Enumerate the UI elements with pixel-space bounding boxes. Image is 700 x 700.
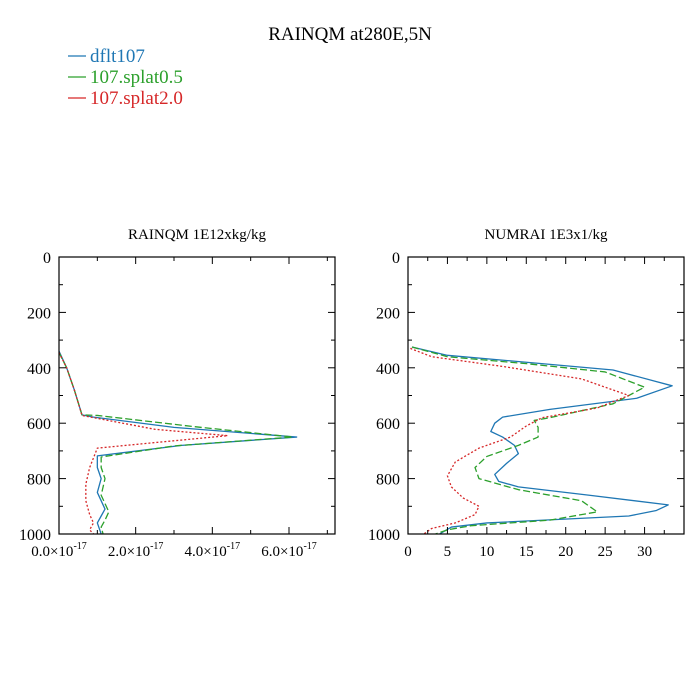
legend-label: 107.splat2.0 (90, 88, 183, 109)
x-tick-label: 25 (598, 544, 613, 560)
chart-title: RAINQM 1E12xkg/kg (128, 227, 266, 243)
legend-label: 107.splat0.5 (90, 67, 183, 88)
y-tick-label: 200 (27, 305, 51, 322)
series-line (59, 350, 298, 534)
series-line (410, 347, 630, 534)
x-tick-label: 0.0×10-17 (31, 541, 87, 560)
y-tick-label: 800 (376, 472, 400, 489)
series-line (411, 346, 673, 534)
y-tick-label: 600 (376, 416, 400, 433)
y-tick-label: 0 (392, 250, 400, 267)
figure-title: RAINQM at280E,5N (268, 24, 432, 45)
plot-frame (407, 256, 685, 535)
chart-title: NUMRAI 1E3x1/kg (485, 227, 608, 243)
x-tick-label: 10 (479, 544, 494, 560)
series-line (59, 352, 294, 534)
x-tick-label: 30 (637, 544, 652, 560)
series-line (411, 346, 646, 534)
y-tick-label: 200 (376, 305, 400, 322)
y-tick-label: 400 (27, 361, 51, 378)
y-tick-label: 400 (376, 361, 400, 378)
y-tick-label: 1000 (368, 527, 400, 544)
y-tick-label: 0 (43, 250, 51, 267)
chart-rainqm: RAINQM 1E12xkg/kg 0 200 400 600 800 10000.0×10… (19, 227, 336, 560)
y-tick-label: 800 (27, 472, 51, 489)
x-tick-label: 0 (404, 544, 412, 560)
x-tick-label: 4.0×10-17 (185, 541, 241, 560)
plot-frame (58, 256, 336, 535)
legend-label: dflt107 (90, 46, 145, 67)
x-tick-label: 5 (444, 544, 452, 560)
y-tick-label: 1000 (19, 527, 51, 544)
x-tick-label: 20 (558, 544, 573, 560)
x-tick-label: 2.0×10-17 (108, 541, 164, 560)
x-tick-label: 6.0×10-17 (261, 541, 317, 560)
series-line (59, 352, 229, 534)
y-tick-label: 600 (27, 416, 51, 433)
x-tick-label: 15 (519, 544, 534, 560)
